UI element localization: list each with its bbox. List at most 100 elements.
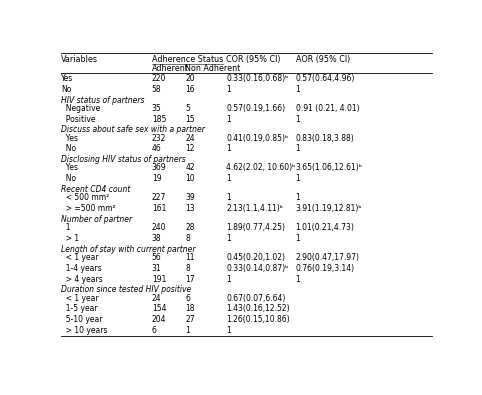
Text: 2.90(0.47,17.97): 2.90(0.47,17.97) xyxy=(295,253,360,262)
Text: Variables: Variables xyxy=(61,55,98,64)
Text: 227: 227 xyxy=(152,193,166,202)
Text: 31: 31 xyxy=(152,264,161,273)
Text: 1: 1 xyxy=(227,275,231,284)
Text: 1: 1 xyxy=(227,193,231,202)
Text: > =500 mm²: > =500 mm² xyxy=(61,204,116,213)
Text: 1: 1 xyxy=(61,223,70,232)
Text: 8: 8 xyxy=(186,234,190,243)
Text: Yes: Yes xyxy=(61,164,78,172)
Text: 220: 220 xyxy=(152,74,166,83)
Text: 1.01(0.21,4.73): 1.01(0.21,4.73) xyxy=(295,223,354,232)
Text: 0.41(0.19,0.85)ᵇ: 0.41(0.19,0.85)ᵇ xyxy=(227,134,289,143)
Text: Duration since tested HIV positive: Duration since tested HIV positive xyxy=(61,286,191,294)
Text: 35: 35 xyxy=(152,104,161,113)
Text: 204: 204 xyxy=(152,315,166,324)
Text: 1: 1 xyxy=(295,145,300,153)
Text: Recent CD4 count: Recent CD4 count xyxy=(61,185,130,194)
Text: 24: 24 xyxy=(186,134,195,143)
Text: 42: 42 xyxy=(186,164,195,172)
Text: 1: 1 xyxy=(227,326,231,335)
Text: 161: 161 xyxy=(152,204,166,213)
Text: 5-10 year: 5-10 year xyxy=(61,315,103,324)
Text: < 1 year: < 1 year xyxy=(61,253,99,262)
Text: 1: 1 xyxy=(227,174,231,183)
Text: 0.45(0.20,1.02): 0.45(0.20,1.02) xyxy=(227,253,285,262)
Text: 1-5 year: 1-5 year xyxy=(61,305,98,313)
Text: 1-4 years: 1-4 years xyxy=(61,264,102,273)
Text: 0.57(0.64,4.96): 0.57(0.64,4.96) xyxy=(295,74,355,83)
Text: 39: 39 xyxy=(186,193,195,202)
Text: 13: 13 xyxy=(186,204,195,213)
Text: Adherent: Adherent xyxy=(152,64,188,73)
Text: 5: 5 xyxy=(186,104,190,113)
Text: 58: 58 xyxy=(152,85,161,94)
Text: 15: 15 xyxy=(186,115,195,124)
Text: 1: 1 xyxy=(295,193,300,202)
Text: 1.43(0.16,12.52): 1.43(0.16,12.52) xyxy=(227,305,290,313)
Text: 232: 232 xyxy=(152,134,166,143)
Text: Discuss about safe sex with a partner: Discuss about safe sex with a partner xyxy=(61,125,205,134)
Text: 1: 1 xyxy=(295,85,300,94)
Text: 1: 1 xyxy=(227,85,231,94)
Text: 0.57(0.19,1.66): 0.57(0.19,1.66) xyxy=(227,104,286,113)
Text: Disclosing HIV status of partners: Disclosing HIV status of partners xyxy=(61,155,186,164)
Text: 3.91(1.19,12.81)ᵇ: 3.91(1.19,12.81)ᵇ xyxy=(295,204,362,213)
Text: Adherence Status: Adherence Status xyxy=(152,55,223,64)
Text: 17: 17 xyxy=(186,275,195,284)
Text: 12: 12 xyxy=(186,145,195,153)
Text: 1: 1 xyxy=(295,275,300,284)
Text: 3.65(1.06,12.61)ᵇ: 3.65(1.06,12.61)ᵇ xyxy=(295,164,362,172)
Text: No: No xyxy=(61,145,76,153)
Text: 11: 11 xyxy=(186,253,195,262)
Text: HIV status of partners: HIV status of partners xyxy=(61,96,145,105)
Text: 24: 24 xyxy=(152,293,161,303)
Text: Negative: Negative xyxy=(61,104,100,113)
Text: Length of stay with current partner: Length of stay with current partner xyxy=(61,245,196,254)
Text: > 4 years: > 4 years xyxy=(61,275,103,284)
Text: Number of partner: Number of partner xyxy=(61,215,132,224)
Text: 4.62(2.02, 10.60)ᵇ: 4.62(2.02, 10.60)ᵇ xyxy=(227,164,296,172)
Text: 8: 8 xyxy=(186,264,190,273)
Text: COR (95% CI): COR (95% CI) xyxy=(227,55,281,64)
Text: Yes: Yes xyxy=(61,134,78,143)
Text: 27: 27 xyxy=(186,315,195,324)
Text: Positive: Positive xyxy=(61,115,95,124)
Text: 28: 28 xyxy=(186,223,195,232)
Text: 0.33(0.14,0.87)ᵇ: 0.33(0.14,0.87)ᵇ xyxy=(227,264,289,273)
Text: 1: 1 xyxy=(227,115,231,124)
Text: > 10 years: > 10 years xyxy=(61,326,107,335)
Text: < 1 year: < 1 year xyxy=(61,293,99,303)
Text: Non Adherent: Non Adherent xyxy=(186,64,241,73)
Text: AOR (95% CI): AOR (95% CI) xyxy=(295,55,350,64)
Text: 0.83(0.18,3.88): 0.83(0.18,3.88) xyxy=(295,134,354,143)
Text: 6: 6 xyxy=(186,293,190,303)
Text: 46: 46 xyxy=(152,145,161,153)
Text: 191: 191 xyxy=(152,275,166,284)
Text: 1: 1 xyxy=(295,115,300,124)
Text: 20: 20 xyxy=(186,74,195,83)
Text: 1.26(0.15,10.86): 1.26(0.15,10.86) xyxy=(227,315,290,324)
Text: 1: 1 xyxy=(227,145,231,153)
Text: 185: 185 xyxy=(152,115,166,124)
Text: 56: 56 xyxy=(152,253,161,262)
Text: 38: 38 xyxy=(152,234,161,243)
Text: 18: 18 xyxy=(186,305,195,313)
Text: 0.67(0.07,6.64): 0.67(0.07,6.64) xyxy=(227,293,286,303)
Text: > 1: > 1 xyxy=(61,234,79,243)
Text: 16: 16 xyxy=(186,85,195,94)
Text: 10: 10 xyxy=(186,174,195,183)
Text: 240: 240 xyxy=(152,223,166,232)
Text: < 500 mm²: < 500 mm² xyxy=(61,193,109,202)
Text: 19: 19 xyxy=(152,174,161,183)
Text: 0.91 (0.21, 4.01): 0.91 (0.21, 4.01) xyxy=(295,104,359,113)
Text: No: No xyxy=(61,85,71,94)
Text: 1: 1 xyxy=(186,326,190,335)
Text: 0.33(0.16,0.68)ᵇ: 0.33(0.16,0.68)ᵇ xyxy=(227,74,289,83)
Text: 0.76(0.19,3.14): 0.76(0.19,3.14) xyxy=(295,264,355,273)
Text: 1: 1 xyxy=(295,174,300,183)
Text: 1.89(0.77,4.25): 1.89(0.77,4.25) xyxy=(227,223,285,232)
Text: 154: 154 xyxy=(152,305,166,313)
Text: Yes: Yes xyxy=(61,74,73,83)
Text: 1: 1 xyxy=(227,234,231,243)
Text: No: No xyxy=(61,174,76,183)
